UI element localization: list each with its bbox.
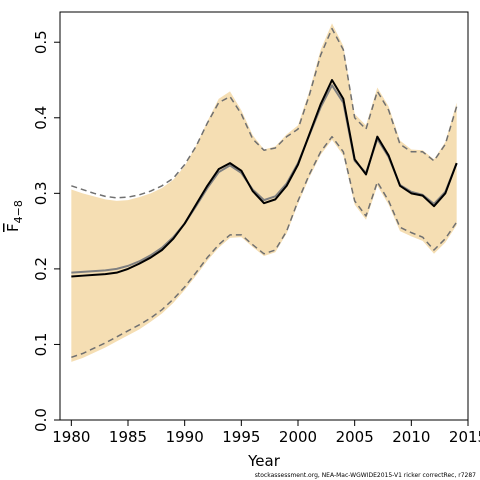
y-axis-title-text: F4−8 xyxy=(4,200,25,232)
x-axis-title: Year xyxy=(247,452,281,470)
y-axis-title: F4−8 xyxy=(4,200,25,232)
x-tick-label: 1995 xyxy=(222,428,260,446)
confidence-band xyxy=(71,23,457,362)
x-tick-label: 1980 xyxy=(52,428,90,446)
x-tick-label: 2005 xyxy=(336,428,374,446)
estimate-line xyxy=(71,79,458,278)
x-tick-label: 1990 xyxy=(166,428,204,446)
confidence-band-area xyxy=(71,23,457,362)
y-tick-label: 0.2 xyxy=(32,257,50,281)
lower-bound-line xyxy=(71,135,458,359)
y-axis: 0.0 0.1 0.2 0.3 0.4 0.5 xyxy=(32,30,60,432)
x-tick-label: 2010 xyxy=(392,428,430,446)
x-tick-label: 1985 xyxy=(109,428,147,446)
x-axis: 1980 1985 1990 1995 2000 2005 2010 2015 xyxy=(52,420,480,446)
x-tick-label: 2015 xyxy=(449,428,480,446)
y-tick-label: 0.4 xyxy=(32,106,50,130)
y-tick-label: 0.1 xyxy=(32,333,50,357)
y-tick-label: 0.0 xyxy=(32,408,50,432)
series-lines xyxy=(71,27,458,359)
y-tick-label: 0.5 xyxy=(32,30,50,54)
y-axis-title-main: F xyxy=(4,223,22,232)
y-tick-label: 0.3 xyxy=(32,181,50,205)
footer-credit: stockassessment.org, NEA-Mac-WGWIDE2015-… xyxy=(255,472,476,479)
plot-frame xyxy=(59,11,469,421)
upper-bound-line xyxy=(71,27,458,199)
y-axis-title-sub: 4−8 xyxy=(12,200,25,223)
x-tick-label: 2000 xyxy=(279,428,317,446)
